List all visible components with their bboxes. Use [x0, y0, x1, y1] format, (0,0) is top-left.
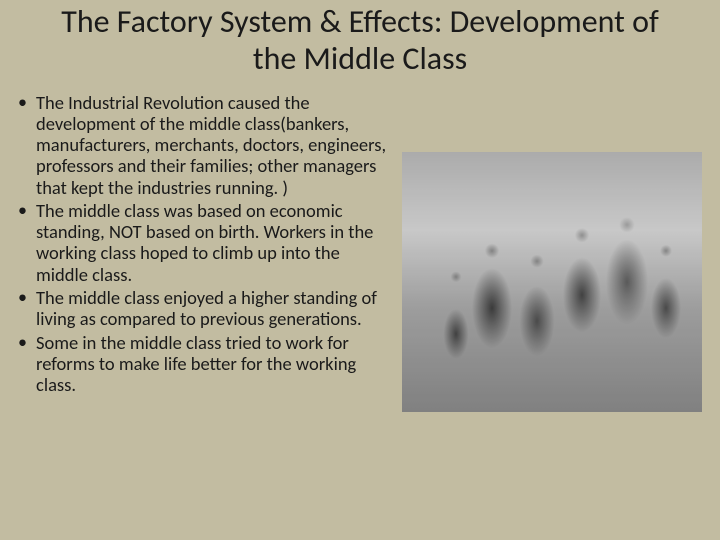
bullet-item: The middle class was based on economic s… [18, 200, 394, 285]
illustration-image [402, 152, 702, 412]
bullet-item: Some in the middle class tried to work f… [18, 332, 394, 396]
slide-title: The Factory System & Effects: Developmen… [0, 0, 720, 92]
bullet-item: The Industrial Revolution caused the dev… [18, 92, 394, 198]
bullet-item: The middle class enjoyed a higher standi… [18, 287, 394, 330]
content-area: The Industrial Revolution caused the dev… [0, 92, 720, 412]
bullet-list: The Industrial Revolution caused the dev… [18, 92, 402, 412]
